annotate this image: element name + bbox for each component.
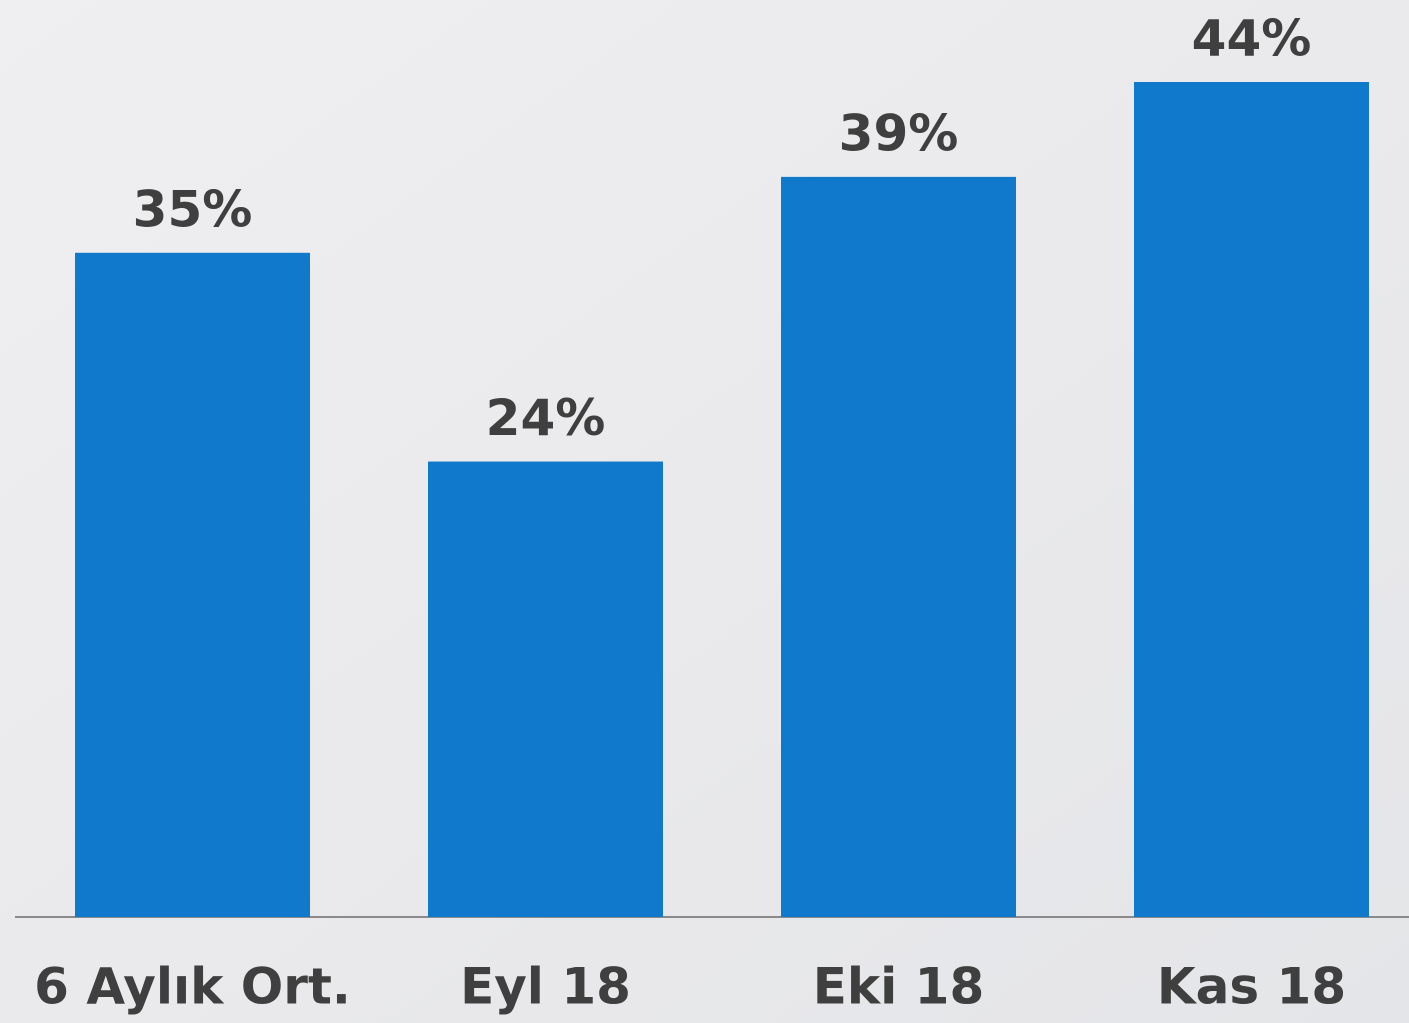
value-label: 24% bbox=[486, 389, 606, 447]
category-label: Eyl 18 bbox=[460, 958, 631, 1016]
bar bbox=[781, 176, 1016, 918]
bar bbox=[428, 461, 663, 917]
value-label: 39% bbox=[839, 104, 959, 162]
bar bbox=[75, 252, 310, 917]
value-label: 35% bbox=[133, 180, 253, 238]
bar bbox=[1134, 82, 1369, 917]
category-label: Eki 18 bbox=[813, 958, 985, 1016]
value-label: 44% bbox=[1192, 10, 1312, 68]
category-label: 6 Aylık Ort. bbox=[34, 958, 351, 1016]
category-label: Kas 18 bbox=[1157, 958, 1346, 1016]
